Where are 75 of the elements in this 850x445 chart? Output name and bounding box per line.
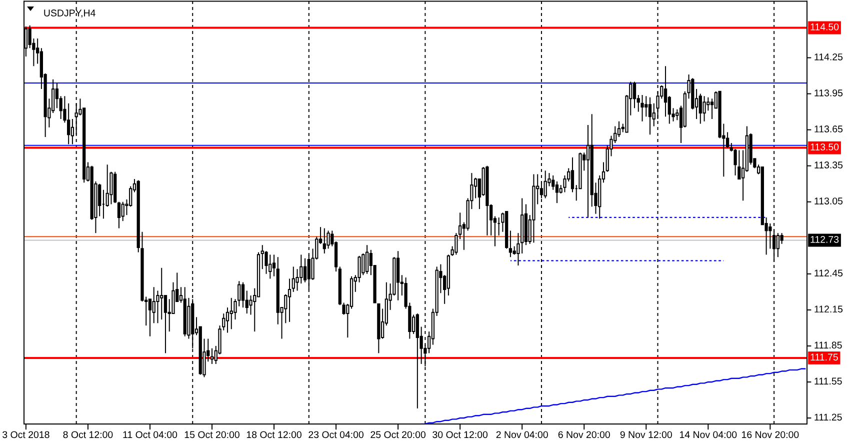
candlestick [552, 174, 555, 190]
candlestick [365, 244, 369, 274]
candlestick [776, 232, 780, 258]
candlestick [644, 96, 648, 118]
y-tick-label: 114.25 [814, 53, 843, 60]
candlestick [272, 254, 276, 277]
candlestick [129, 186, 132, 208]
candlestick [288, 278, 292, 322]
x-tick-label: 2 Nov 04:00 [496, 431, 548, 438]
candlestick [292, 266, 295, 292]
candlestick [706, 96, 710, 112]
candlestick [106, 164, 109, 208]
y-tick-label: 112.15 [814, 306, 843, 313]
candlestick [121, 201, 124, 222]
x-tick-label: 30 Oct 12:00 [432, 431, 488, 438]
candlestick [698, 93, 702, 124]
candlestick [664, 66, 668, 118]
x-tick-label: 6 Nov 20:00 [558, 431, 610, 438]
candlestick [210, 348, 214, 364]
candlestick [230, 297, 233, 330]
x-tick-label: 15 Oct 20:00 [184, 431, 240, 438]
candlestick [55, 82, 59, 109]
x-tick-label: 14 Nov 04:00 [680, 431, 737, 438]
candlestick [70, 118, 74, 145]
candlestick [768, 222, 772, 250]
candlestick [632, 81, 636, 109]
candlestick [617, 120, 621, 138]
y-tick-label: 113.05 [814, 198, 843, 204]
candlestick [303, 258, 307, 283]
x-tick-label: 9 Nov 12:00 [620, 431, 672, 438]
ref-line-label: 112.73 [810, 236, 839, 243]
x-tick-label: 8 Oct 12:00 [63, 431, 113, 438]
candlestick [322, 228, 326, 254]
candlestick [648, 96, 652, 136]
candlestick [586, 124, 590, 218]
y-tick-label: 113.35 [814, 162, 843, 168]
candlestick [726, 132, 730, 148]
y-tick-label: 111.55 [814, 378, 842, 385]
x-tick-label: 16 Nov 20:00 [742, 431, 799, 438]
candlestick [148, 298, 152, 337]
ref-line-label: 114.50 [810, 23, 839, 30]
candlestick [508, 230, 512, 258]
x-tick-label: 18 Oct 12:00 [246, 431, 302, 438]
candlestick [98, 183, 102, 217]
candlestick [241, 282, 245, 308]
y-tick-label: 111.25 [814, 414, 842, 421]
candlestick [570, 156, 574, 193]
candlestick [474, 177, 478, 199]
candlestick [226, 307, 230, 334]
ref-line-label: 111.75 [810, 354, 838, 361]
candlestick [555, 180, 559, 204]
line-series [420, 368, 806, 424]
candlestick [160, 267, 164, 320]
ref-line-label: 113.50 [810, 144, 839, 150]
candlestick [268, 254, 272, 280]
x-tick-label: 3 Oct 2018 [2, 431, 50, 438]
y-tick-label: 113.65 [814, 126, 843, 132]
x-tick-label: 11 Oct 04:00 [123, 431, 178, 438]
candlestick [738, 150, 741, 180]
candlestick [152, 286, 156, 324]
y-tick-label: 111.85 [814, 342, 842, 349]
y-tick-label: 112.45 [814, 270, 843, 277]
candlestick [326, 230, 330, 250]
candlestick [67, 102, 70, 145]
candlestick [640, 94, 644, 122]
candlestick [416, 313, 420, 409]
candlestick [544, 170, 547, 199]
candlestick [260, 244, 264, 270]
x-tick-label: 25 Oct 20:00 [370, 431, 426, 438]
candlestick [164, 295, 168, 354]
candlestick [117, 201, 121, 229]
x-tick-label: 23 Oct 04:00 [308, 431, 364, 438]
y-tick-label: 113.95 [814, 89, 843, 96]
text: USDJPY,H4 [44, 10, 96, 18]
candlestick [702, 96, 706, 122]
